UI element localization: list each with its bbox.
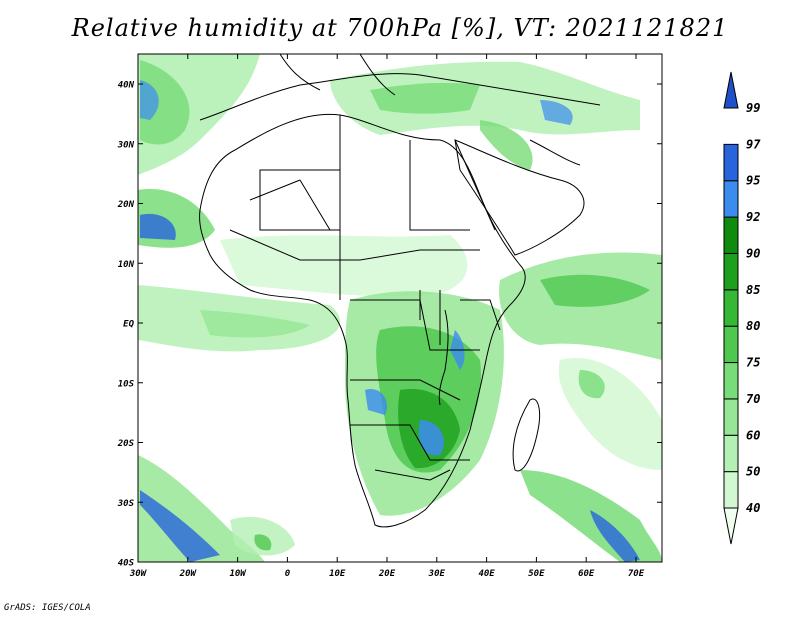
colorbar-segment [723, 216, 739, 254]
colorbar-lower-triangle [723, 507, 739, 545]
humidity-field [138, 54, 662, 562]
colorbar-label: 70 [746, 392, 760, 406]
colorbar-segment [723, 398, 739, 436]
colorbar-label: 95 [746, 174, 760, 188]
lon-label: 20E [378, 569, 396, 579]
map-title: Relative humidity at 700hPa [%], VT: 202… [71, 14, 729, 42]
colorbar-label: 92 [746, 210, 760, 224]
lat-label: 40S [118, 559, 135, 569]
colorbar-label: 90 [746, 246, 760, 260]
lon-label: 70E [628, 569, 645, 579]
colorbar: 40 50 60 70 75 80 85 90 92 95 97 99 [723, 71, 761, 545]
lat-label: 30S [117, 499, 135, 509]
colorbar-label: 99 [746, 101, 760, 115]
colorbar-label: 80 [746, 319, 760, 333]
colorbar-segment [723, 252, 739, 291]
colorbar-label: 40 [746, 501, 760, 515]
colorbar-segment [723, 180, 739, 218]
lat-label: 10S [118, 379, 135, 389]
lat-label: 20S [117, 439, 135, 449]
colorbar-label: 85 [746, 283, 760, 297]
lon-label: 20W [179, 569, 198, 579]
colorbar-segment [723, 471, 739, 509]
longitude-axis: 30W 20W 10W 0 10E 20E 30E 40E 50E 60E 70E [129, 54, 645, 579]
lon-label: 30E [428, 569, 446, 579]
credit-label: GrADS: IGES/COLA [4, 603, 91, 613]
lon-label: 10W [229, 569, 247, 579]
colorbar-label: 75 [746, 356, 760, 370]
lat-label: 10N [118, 260, 135, 270]
lat-label: 20N [117, 200, 135, 210]
colorbar-label: 50 [746, 465, 760, 479]
lat-label: 30N [117, 140, 135, 150]
lat-label: EQ [123, 320, 134, 330]
lon-label: 60E [578, 569, 595, 579]
coastlines [199, 54, 601, 528]
latitude-axis: 40N 30N 20N 10N EQ 10S 20S 30S 40S [117, 81, 662, 569]
colorbar-segment [723, 362, 739, 400]
colorbar-upper-triangle [723, 71, 739, 109]
lon-label: 10E [329, 569, 346, 579]
colorbar-segment [723, 143, 739, 182]
lon-label: 0 [285, 569, 291, 579]
colorbar-segment [723, 289, 739, 327]
colorbar-segment [723, 325, 739, 364]
lat-label: 40N [118, 81, 135, 91]
colorbar-segment [723, 434, 739, 473]
lon-label: 30W [129, 569, 148, 579]
map-frame [137, 53, 663, 563]
colorbar-label: 60 [746, 428, 760, 442]
lon-label: 40E [478, 569, 495, 579]
colorbar-label: 97 [746, 137, 761, 151]
lon-label: 50E [528, 569, 545, 579]
